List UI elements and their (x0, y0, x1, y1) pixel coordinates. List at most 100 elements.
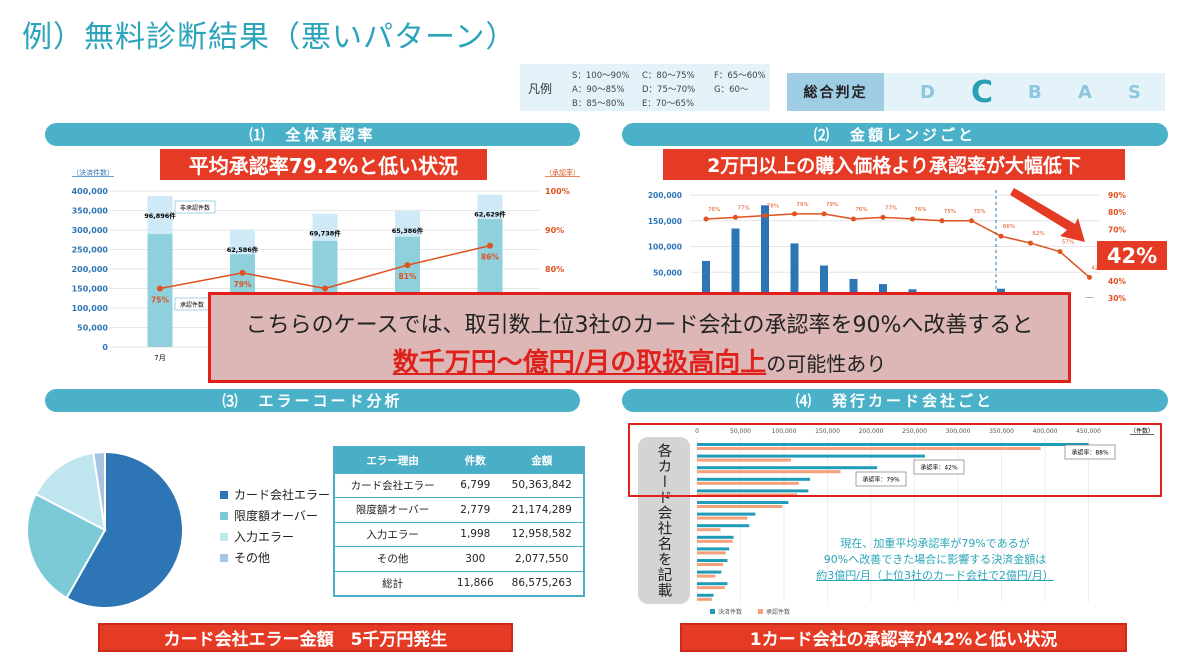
rate-point (1057, 249, 1063, 255)
x-tick-label: 350,000 (989, 428, 1014, 435)
y-tick-label: 100,000 (72, 304, 109, 313)
grade-a: A (1078, 81, 1092, 103)
x-unit-label: （件数） (1130, 427, 1154, 435)
y2-axis-title: （承認率） (545, 168, 580, 177)
y-axis-title: （決済件数） (72, 168, 114, 177)
y-tick-label: 100,000 (648, 243, 682, 252)
rate-label: 66% (1003, 224, 1015, 230)
legend-swatch-icon (220, 511, 228, 520)
y2-tick-label: 100% (545, 187, 570, 196)
legend-item: F：65〜60% (714, 71, 766, 81)
summary-banner-4: 1カード会社の承認率が42%と低い状況 (680, 623, 1127, 652)
rate-label: 78% (767, 204, 779, 210)
bar-approved (697, 551, 726, 555)
rate-label: 86% (481, 253, 499, 262)
legend-swatch-icon (710, 609, 715, 614)
rate-label: 75% (151, 296, 169, 305)
table-row: カード会社エラー 6,799 50,363,842 (334, 472, 584, 498)
callout-rest: の可能性あり (766, 352, 887, 376)
bar-settlement (697, 443, 1089, 446)
bar-approved (697, 574, 716, 578)
bar-approved (697, 447, 1041, 450)
bar-approved (697, 563, 724, 566)
rate-point (703, 216, 709, 222)
bar-settlement (697, 489, 809, 493)
summary-banner-1: 平均承認率79.2%と低い状況 (160, 149, 487, 180)
legend-swatch-icon (220, 532, 228, 541)
error-pie-chart (26, 450, 184, 609)
legend-item: C：80〜75% (642, 71, 695, 81)
rate-label: 76% (855, 207, 867, 213)
rate-label: 77% (885, 205, 897, 211)
rate-point (880, 214, 886, 220)
x-tick-label: 150,000 (815, 428, 840, 435)
rate-point (969, 218, 974, 224)
y2-tick-label: 80% (1108, 208, 1126, 217)
legend-item: E：70〜65% (642, 99, 695, 109)
bar-approved (697, 528, 721, 532)
rate-label: 76% (708, 207, 720, 213)
bar-approved (697, 481, 799, 485)
bar (761, 205, 769, 298)
bar-approved (697, 470, 841, 474)
bar (1085, 297, 1094, 298)
legend-item: A：90〜85% (572, 85, 625, 95)
pie-legend: カード会社エラー 限度額オーバー 入力エラー その他 (220, 484, 330, 568)
improvement-callout: こちらのケースでは、取引数上位3社のカード会社の承認率を90%へ改善すると 数千… (208, 292, 1071, 383)
bar-settlement (697, 466, 878, 470)
callout-emphasis: 数千万円〜億円/月の取扱高向上 (392, 348, 767, 378)
y-tick-label: 150,000 (72, 285, 109, 294)
bar-settlement (697, 477, 811, 481)
rate-label: 79% (826, 202, 838, 208)
x-tick-label: 50,000 (730, 428, 751, 435)
bar-approved (697, 505, 783, 508)
pie-slice (92, 450, 106, 531)
bar-settlement (697, 454, 925, 458)
rate-point (404, 262, 411, 269)
summary-banner-3: カード会社エラー金額 5千万円発生 (98, 623, 513, 652)
callout-line-1: こちらのケースでは、取引数上位3社のカード会社の承認率を90%へ改善すると (245, 313, 1034, 338)
non-approved-bar (312, 213, 338, 241)
y2-tick-label: 30% (1108, 294, 1126, 303)
y2-tick-label: 90% (1108, 191, 1126, 200)
x-tick-label: 200,000 (859, 428, 884, 435)
table-row: 入力エラー 1,998 12,958,582 (334, 521, 584, 547)
annotation-box (174, 200, 216, 214)
callout-label: 承認率：79% (862, 476, 900, 484)
table-row: 限度額オーバー 2,779 21,174,289 (334, 497, 584, 522)
x-tick-label: 7月 (154, 354, 165, 362)
pie-legend-item: カード会社エラー (220, 484, 330, 505)
rate-label: 57% (1062, 240, 1074, 246)
callout-label: 承認率：42% (920, 464, 958, 472)
bar-settlement (697, 524, 750, 528)
y2-tick-label: 80% (545, 265, 564, 274)
rate-callout: 42% (1097, 241, 1167, 270)
overall-judgment: 総合判定 D C B A S (787, 73, 1165, 111)
legend-item: S：100〜90% (572, 71, 630, 81)
bar-approved (697, 516, 748, 520)
rate-label: 76% (914, 207, 926, 213)
legend-item: G：60〜 (714, 85, 749, 95)
rate-point (1087, 274, 1092, 280)
bar-settlement (697, 535, 734, 539)
grade-d: D (920, 81, 935, 103)
section-header-4: ⑷ 発行カード会社ごと (622, 389, 1168, 412)
legend-label: 凡例 (528, 82, 553, 96)
x-tick-label: 450,000 (1076, 428, 1101, 435)
bar-approved (697, 493, 798, 497)
non-approved-label: 69,738件 (309, 229, 341, 238)
card-issuer-chart: 0 50,000 100,000 150,000 200,000 250,000 300,0… (695, 427, 1154, 616)
x-tick-label: 250,000 (902, 428, 927, 435)
rate-point (239, 269, 246, 276)
bar-settlement (697, 547, 730, 551)
y2-tick-label: 90% (545, 226, 564, 235)
non-approved-bar (230, 229, 255, 255)
summary-banner-2: 2万円以上の購入価格より承認率が大幅低下 (663, 149, 1125, 180)
y-tick-label: 300,000 (72, 226, 109, 235)
bar-settlement (697, 582, 728, 586)
bar (702, 260, 710, 298)
rate-label: 62% (1032, 231, 1044, 237)
rate-label: 75% (944, 209, 956, 215)
y2-tick-label: 40% (1108, 277, 1126, 286)
legend-item: D：75〜70% (642, 85, 696, 95)
